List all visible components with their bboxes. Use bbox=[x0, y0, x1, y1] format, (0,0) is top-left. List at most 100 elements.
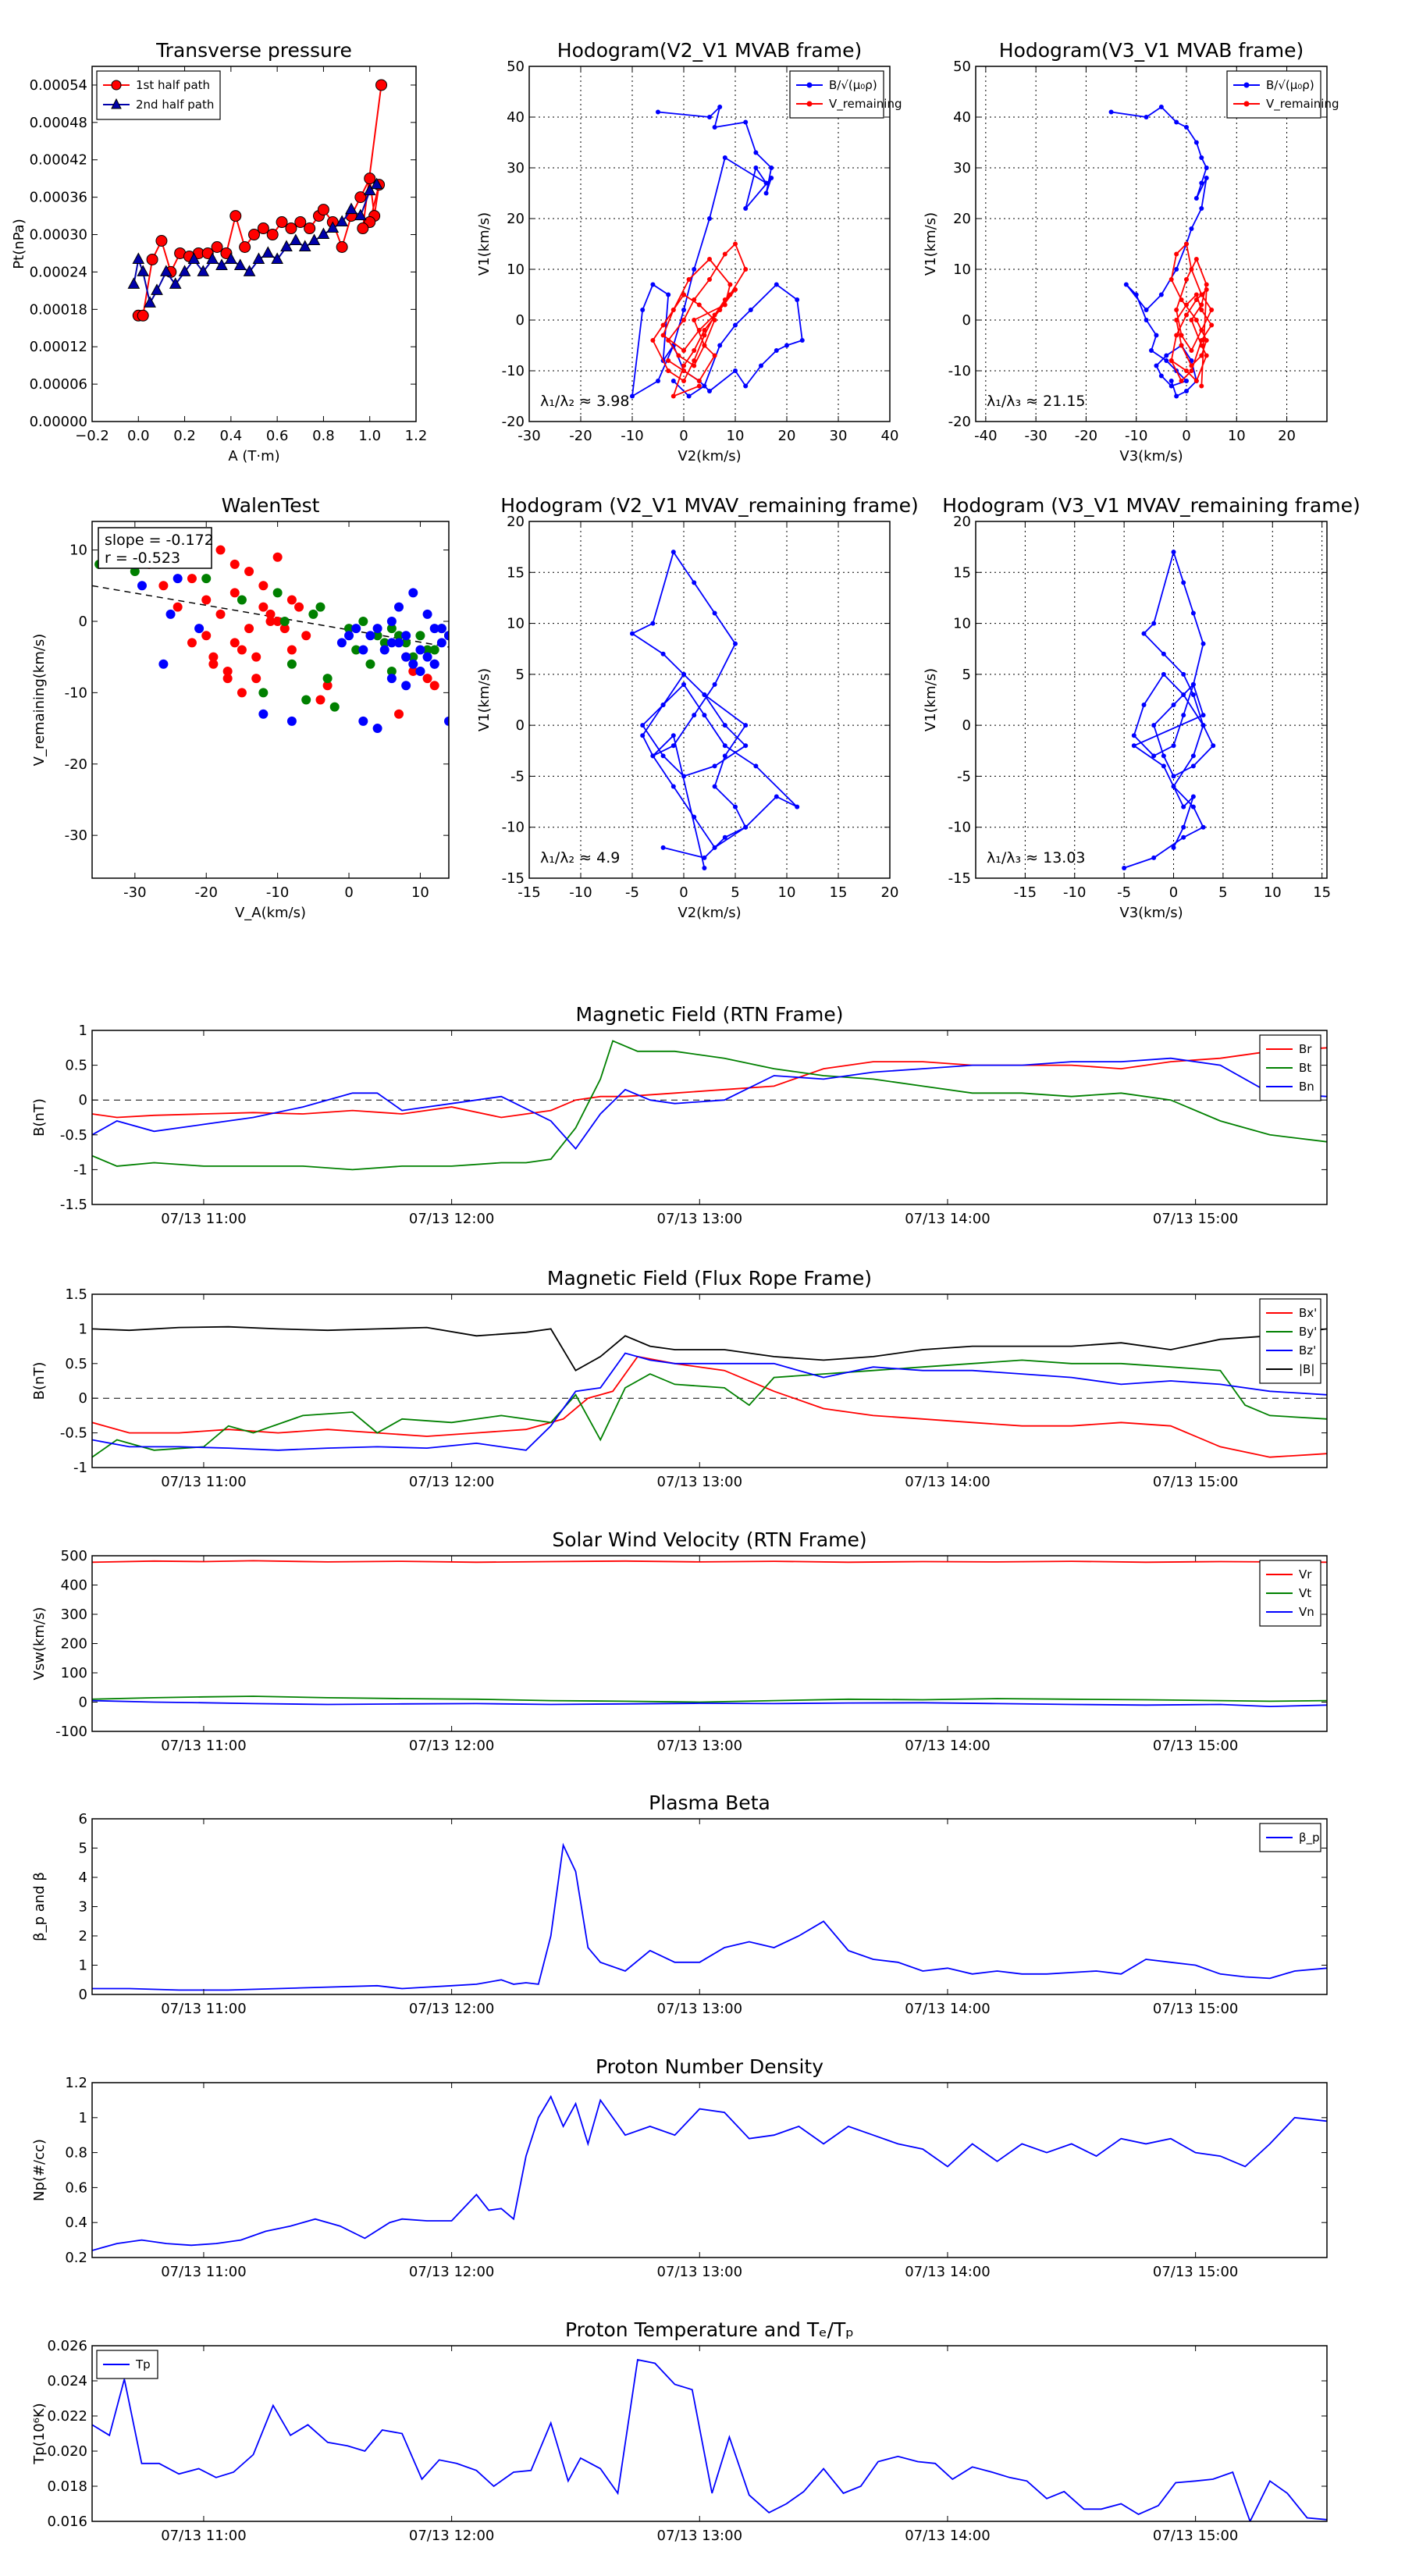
data-point bbox=[276, 216, 288, 229]
scatter-point bbox=[358, 616, 368, 626]
x-tick-label: 07/13 11:00 bbox=[161, 2528, 246, 2544]
scatter-point bbox=[379, 638, 389, 648]
data-point bbox=[1151, 855, 1157, 860]
data-point bbox=[1131, 743, 1136, 749]
axes-frame bbox=[91, 1030, 1328, 1205]
y-tick-label: 15 bbox=[507, 564, 525, 581]
chart-title: Plasma Beta bbox=[649, 1791, 770, 1814]
scatter-point bbox=[137, 581, 147, 591]
data-point bbox=[1171, 743, 1176, 749]
x-tick-label: 10 bbox=[1228, 428, 1246, 444]
data-point bbox=[1174, 333, 1179, 338]
scatter-point bbox=[379, 645, 389, 655]
data-point bbox=[1164, 358, 1169, 363]
legend: B/√(μ₀ρ) V_remaining bbox=[789, 70, 902, 119]
x-tick-label: 07/13 11:00 bbox=[161, 2264, 246, 2280]
data-point bbox=[656, 109, 660, 115]
data-point bbox=[686, 393, 692, 399]
data-point bbox=[670, 379, 676, 383]
y-tick-label: 0.8 bbox=[65, 2145, 87, 2161]
scatter-point bbox=[422, 645, 432, 655]
data-point bbox=[702, 713, 707, 718]
data-point bbox=[743, 119, 749, 125]
data-point bbox=[702, 865, 707, 870]
data-point bbox=[326, 221, 340, 233]
x-tick-label: 07/13 11:00 bbox=[161, 2001, 246, 2017]
data-point bbox=[1174, 267, 1179, 272]
data-point bbox=[1158, 373, 1164, 379]
y-tick-label: 30 bbox=[953, 160, 971, 176]
y-axis-label: V1(km/s) bbox=[923, 668, 939, 731]
data-point bbox=[660, 753, 666, 759]
data-point bbox=[743, 824, 749, 830]
data-point bbox=[1193, 292, 1199, 297]
data-point bbox=[1179, 343, 1184, 348]
data-point bbox=[1199, 292, 1204, 297]
scatter-point bbox=[372, 631, 382, 641]
y-tick-label: 0 bbox=[516, 312, 525, 329]
data-point bbox=[670, 743, 676, 749]
fit-stats-text: r = -0.523 bbox=[105, 550, 180, 567]
x-tick-label: 0 bbox=[1169, 884, 1178, 901]
y-tick-label: 0.00054 bbox=[30, 77, 87, 94]
x-tick-label: 07/13 15:00 bbox=[1153, 2001, 1238, 2017]
y-tick-label: 0.6 bbox=[65, 2179, 87, 2196]
x-tick-label: 5 bbox=[1218, 884, 1227, 901]
data-point bbox=[144, 296, 156, 308]
axes-frame bbox=[91, 2345, 1328, 2522]
data-point bbox=[753, 763, 759, 769]
data-point bbox=[257, 222, 269, 235]
x-tick-label: 5 bbox=[731, 884, 739, 901]
chart-title: Transverse pressure bbox=[155, 39, 352, 62]
data-point bbox=[233, 258, 247, 270]
scatter-point bbox=[272, 616, 283, 626]
x-tick-label: -30 bbox=[518, 428, 540, 444]
x-tick-label: 07/13 13:00 bbox=[657, 1211, 742, 1227]
data-point bbox=[722, 302, 727, 308]
data-point bbox=[317, 204, 329, 216]
legend-label: Vr bbox=[1299, 1567, 1312, 1582]
x-tick-label: -10 bbox=[266, 884, 289, 901]
x-tick-label: -10 bbox=[1125, 428, 1147, 444]
scatter-point bbox=[444, 631, 449, 641]
x-tick-label: -5 bbox=[625, 884, 639, 901]
x-tick-label: 07/13 13:00 bbox=[657, 2001, 742, 2017]
data-point bbox=[717, 105, 723, 109]
data-point bbox=[1168, 379, 1174, 383]
y-tick-label: 50 bbox=[507, 59, 525, 75]
y-axis-label: Pt(nPa) bbox=[11, 219, 27, 269]
legend: B/√(μ₀ρ) V_remaining bbox=[1226, 70, 1339, 119]
data-point bbox=[702, 855, 707, 860]
scatter-point bbox=[286, 645, 297, 655]
data-point bbox=[1179, 333, 1184, 338]
data-point bbox=[743, 206, 749, 211]
scatter-point bbox=[358, 645, 368, 655]
data-point bbox=[304, 222, 316, 235]
data-point bbox=[225, 252, 237, 264]
series-line-Tp bbox=[92, 2358, 1327, 2521]
y-tick-label: 500 bbox=[61, 1548, 87, 1564]
series-line-|B| bbox=[92, 1325, 1327, 1372]
x-tick-label: 07/13 15:00 bbox=[1153, 1738, 1238, 1754]
data-point bbox=[692, 358, 697, 363]
y-tick-label: -30 bbox=[65, 827, 87, 844]
x-tick-label: -20 bbox=[195, 884, 218, 901]
legend-label: 1st half path bbox=[136, 78, 210, 92]
data-point bbox=[1199, 353, 1204, 358]
plot-area bbox=[630, 105, 805, 399]
legend: 1st half path 2nd half path bbox=[96, 70, 221, 120]
data-point bbox=[1181, 824, 1186, 830]
data-point bbox=[1149, 348, 1154, 353]
scatter-point bbox=[315, 602, 325, 612]
y-tick-label: 0.024 bbox=[47, 2373, 87, 2389]
series-line-Vr bbox=[92, 1560, 1327, 1564]
legend-label: Tp bbox=[135, 2357, 151, 2371]
data-point bbox=[1200, 824, 1206, 830]
data-point bbox=[146, 253, 158, 265]
y-axis-label: B(nT) bbox=[31, 1362, 48, 1400]
data-point bbox=[696, 328, 702, 333]
data-point bbox=[795, 297, 800, 302]
scatter-point bbox=[265, 609, 276, 619]
scatter-point bbox=[229, 638, 240, 648]
